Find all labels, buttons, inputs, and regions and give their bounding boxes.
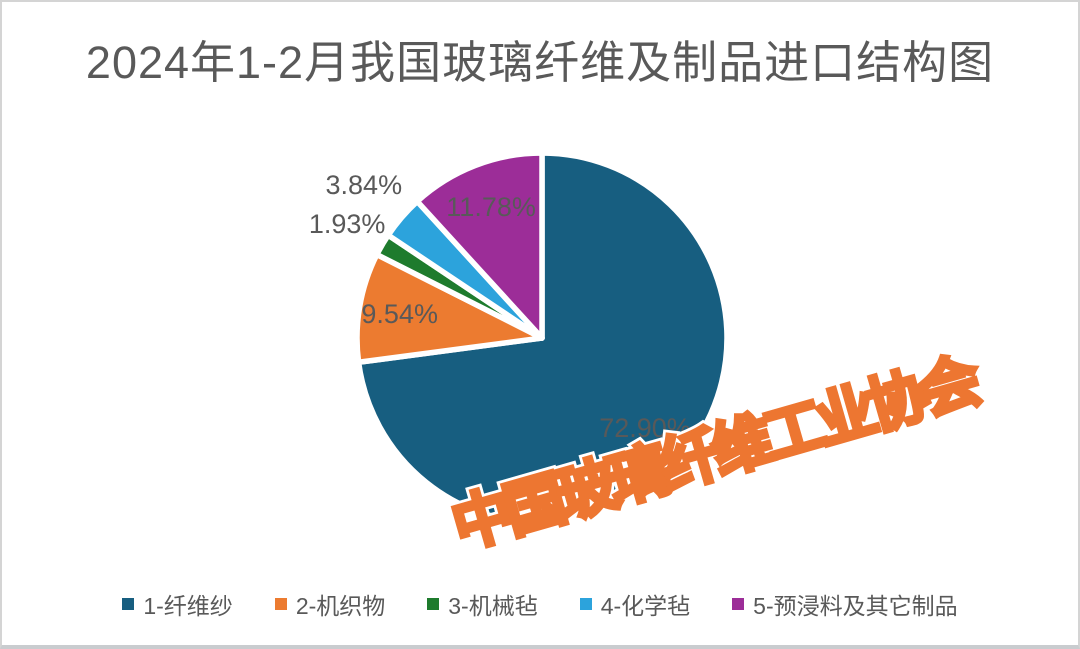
legend-item-5: 5-预浸料及其它制品	[732, 587, 958, 621]
legend-swatch-3	[427, 598, 440, 610]
legend-swatch-5	[732, 598, 745, 610]
legend-swatch-4	[579, 598, 592, 610]
chart-title: 2024年1-2月我国玻璃纤维及制品进口结构图	[85, 37, 995, 88]
legend-swatch-1	[122, 598, 135, 610]
pie-slices	[354, 150, 730, 526]
pie-slice-5	[414, 150, 545, 341]
slice-label-1: 72.90%	[599, 413, 691, 443]
legend-label-3: 3-机械毡	[448, 593, 538, 619]
legend-item-2: 2-机织物	[274, 587, 386, 621]
slice-label-4: 3.84%	[326, 170, 403, 200]
legend-label-2: 2-机织物	[295, 593, 386, 619]
chart-legend: 1-纤维纱 2-机织物 3-机械毡 4-化学毡 5-预浸料及其它制品	[2, 587, 1078, 621]
slice-label-5: 11.78%	[446, 192, 536, 222]
slice-labels: 72.90% 9.54% 1.93% 3.84% 11.78%	[309, 170, 691, 443]
pie-slice-2	[354, 251, 545, 366]
legend-item-4: 4-化学毡	[579, 587, 691, 621]
legend-swatch-2	[274, 598, 287, 610]
slice-label-2: 9.54%	[361, 299, 438, 329]
legend-label-1: 1-纤维纱	[143, 593, 233, 619]
legend-label-4: 4-化学毡	[600, 593, 691, 619]
legend-label-5: 5-预浸料及其它制品	[753, 593, 958, 619]
legend-item-3: 3-机械毡	[427, 587, 538, 621]
slice-label-3: 1.93%	[309, 209, 386, 239]
legend-item-1: 1-纤维纱	[122, 587, 233, 621]
